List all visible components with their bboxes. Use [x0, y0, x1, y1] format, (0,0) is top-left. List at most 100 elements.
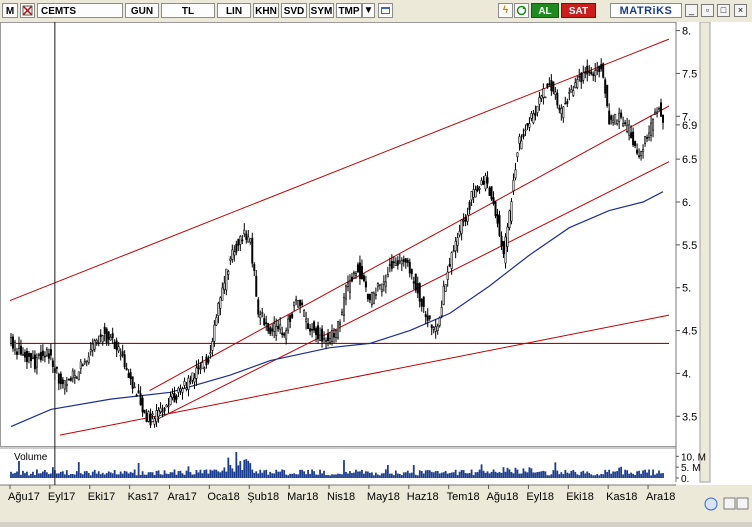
currency-button[interactable]: TL [161, 3, 215, 18]
candle-body [560, 107, 563, 115]
restore-icon[interactable]: ▫ [701, 4, 714, 17]
volume-bar [77, 462, 80, 478]
scroll-right-icon[interactable] [736, 497, 749, 510]
trendline-upper[interactable] [9, 38, 670, 302]
sym-button[interactable]: SYM [309, 3, 334, 18]
volume-bar [40, 473, 42, 478]
volume-bar [327, 475, 329, 478]
tmp-button[interactable]: TMP [336, 3, 362, 18]
candle-body [556, 92, 559, 106]
candle-body [542, 88, 545, 98]
symbol-field[interactable]: CEMTS [37, 3, 123, 18]
volume-bar [297, 474, 300, 478]
volume-bar [540, 471, 543, 478]
candle-body [229, 258, 232, 261]
volume-bar [534, 472, 537, 478]
volume-bar [524, 471, 527, 478]
candle-body [590, 71, 593, 75]
candle-body [181, 388, 184, 393]
lightning-icon[interactable]: ϟ [498, 3, 513, 18]
volume-bar [243, 459, 246, 478]
volume-bar [293, 473, 296, 478]
trendline-support[interactable] [59, 314, 670, 436]
candle-body [79, 361, 82, 369]
volume-bar [307, 469, 309, 478]
volume-bar [187, 466, 190, 478]
volume-bar [428, 470, 431, 478]
trendline-lower[interactable] [149, 161, 670, 424]
vertical-scrollbar[interactable] [699, 21, 711, 483]
khn-button[interactable]: KHN [253, 3, 279, 18]
volume-bar [175, 474, 178, 478]
candle-body [13, 342, 16, 351]
candle-body [255, 275, 258, 297]
candle-body [281, 332, 284, 335]
candle-body [227, 271, 230, 275]
candle-body [536, 105, 539, 113]
candle-body [650, 122, 653, 136]
volume-bar [317, 474, 319, 478]
refresh-icon[interactable] [514, 3, 529, 18]
volume-bar [448, 473, 451, 478]
scale-button[interactable]: LIN [217, 3, 251, 18]
candle-body [29, 353, 32, 362]
volume-bar [22, 470, 24, 478]
close-icon[interactable]: × [734, 4, 747, 17]
period-button[interactable]: GUN [125, 3, 159, 18]
candle-body [350, 276, 353, 282]
candle-body [305, 318, 308, 323]
candle-body [319, 334, 322, 341]
sell-button[interactable]: SAT [561, 3, 596, 18]
volume-bar [414, 474, 417, 478]
volume-bar [468, 473, 471, 478]
candle-body [524, 129, 527, 132]
volume-bar [205, 469, 208, 478]
time-tick-label: Eyl17 [48, 491, 76, 503]
volume-bar [117, 474, 120, 478]
volume-bar [472, 475, 475, 478]
navigation-icons[interactable] [704, 497, 749, 511]
candle-body [175, 395, 178, 400]
trendline-middle[interactable] [149, 105, 670, 392]
chart-settings-icon[interactable] [378, 3, 393, 18]
candle-body [219, 297, 222, 309]
svd-button[interactable]: SVD [281, 3, 307, 18]
price-chart[interactable]: 8. 7.5 7.6.9 6.5 6. 5.5 5. 4.5 4. 3.5 Volume 10. M… [0, 21, 752, 522]
candle-body [27, 353, 30, 357]
scroll-left-icon[interactable] [723, 497, 736, 510]
candle-body [137, 390, 140, 394]
maximize-icon[interactable]: □ [717, 4, 730, 17]
volume-bar [363, 473, 365, 478]
volume-bar [245, 459, 248, 478]
volume-bar [584, 473, 587, 478]
candle-body [17, 343, 20, 349]
volume-bar [219, 472, 222, 478]
grid-icon[interactable] [20, 3, 35, 18]
volume-bar [83, 471, 86, 478]
candle-body [380, 288, 383, 292]
candle-body [163, 407, 166, 412]
volume-bar [578, 475, 581, 478]
volume-bar [107, 471, 110, 478]
volume-bar [498, 471, 501, 478]
candle-body [111, 333, 114, 339]
sync-icon[interactable] [704, 497, 718, 511]
volume-bar [249, 463, 252, 478]
volume-bar [259, 469, 262, 478]
matriks-menu-button[interactable]: M [2, 3, 18, 18]
volume-bar [610, 473, 613, 478]
buy-button[interactable]: AL [531, 3, 559, 18]
candle-body [628, 124, 631, 136]
candle-body [474, 189, 477, 198]
chart-area[interactable]: 8. 7.5 7. 6.9 6.5 6. 5.5 5. 4.5 4. 3.5 Volume 10. M… [0, 21, 752, 522]
chevron-down-icon[interactable]: ▼ [362, 3, 375, 18]
volume-bar [580, 471, 583, 478]
volume-bar [504, 471, 507, 478]
candle-body [550, 80, 553, 91]
candle-body [458, 230, 461, 236]
volume-bar [536, 471, 539, 478]
candle-body [640, 151, 643, 157]
minimize-icon[interactable]: _ [685, 4, 698, 17]
volume-bar [458, 471, 461, 478]
volume-bar [81, 474, 84, 478]
